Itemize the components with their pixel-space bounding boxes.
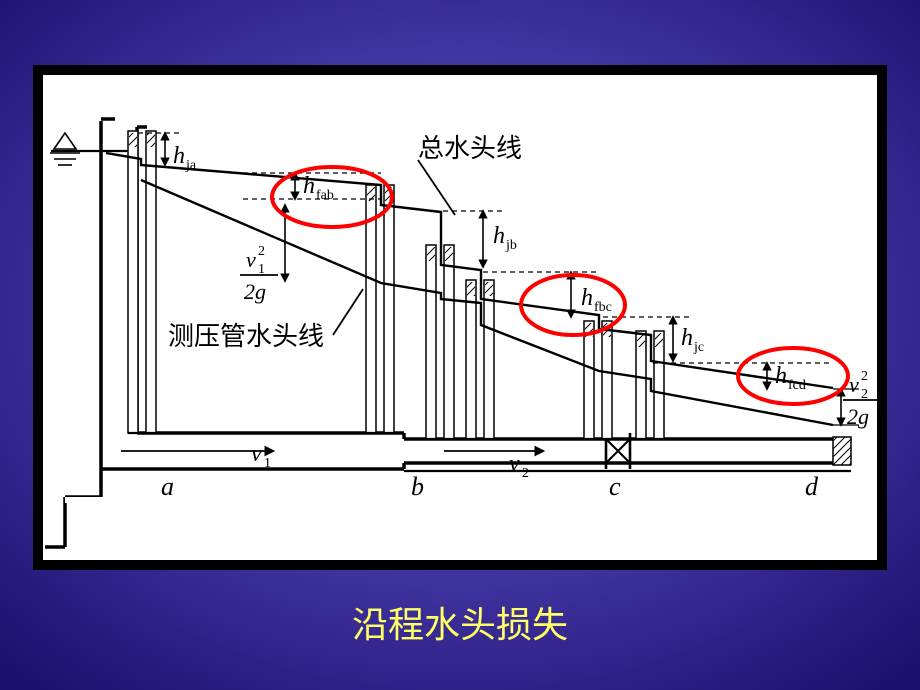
svg-text:c: c [609,472,621,501]
svg-text:v: v [251,441,262,467]
svg-text:v: v [849,372,859,397]
svg-text:fcd: fcd [788,378,806,393]
svg-text:总水头线: 总水头线 [418,134,522,163]
svg-text:h: h [303,173,315,199]
svg-text:h: h [681,325,693,351]
svg-text:2g: 2g [847,404,869,429]
svg-text:fab: fab [316,188,334,203]
svg-text:v: v [509,451,520,477]
svg-text:d: d [805,472,819,501]
svg-text:jb: jb [505,238,517,253]
svg-text:h: h [493,223,505,249]
hydraulic-diagram: hjahfabv122g测压管水头线总水头线hjbhfbchjchfcdv222… [33,65,887,570]
svg-text:h: h [581,285,593,311]
svg-text:2g: 2g [244,279,266,304]
caption: 沿程水头损失 [0,596,920,648]
svg-text:1: 1 [264,456,271,471]
svg-text:2: 2 [522,466,529,481]
svg-text:2: 2 [861,369,868,384]
svg-text:fbc: fbc [594,300,612,315]
svg-text:1: 1 [258,262,265,277]
svg-text:jc: jc [693,340,704,355]
svg-text:h: h [775,363,787,389]
svg-text:ja: ja [185,158,197,173]
svg-text:h: h [173,143,185,169]
svg-text:v: v [246,247,256,272]
svg-text:2: 2 [258,244,265,259]
svg-text:测压管水头线: 测压管水头线 [168,322,324,351]
caption-text: 沿程水头损失 [352,605,568,645]
svg-text:a: a [161,472,174,501]
svg-text:b: b [411,472,424,501]
slide-root: hjahfabv122g测压管水头线总水头线hjbhfbchjchfcdv222… [0,0,920,690]
svg-text:2: 2 [861,387,868,402]
